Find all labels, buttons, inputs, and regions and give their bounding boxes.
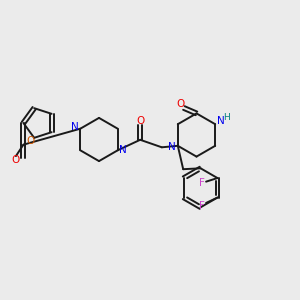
Text: O: O — [26, 136, 35, 146]
Text: O: O — [136, 116, 144, 126]
Text: H: H — [223, 113, 230, 122]
Text: N: N — [217, 116, 225, 126]
Text: N: N — [71, 122, 79, 132]
Text: F: F — [199, 201, 205, 211]
Text: N: N — [168, 142, 176, 152]
Text: N: N — [119, 145, 127, 155]
Text: O: O — [176, 99, 184, 110]
Text: F: F — [199, 178, 205, 188]
Text: O: O — [11, 155, 19, 165]
